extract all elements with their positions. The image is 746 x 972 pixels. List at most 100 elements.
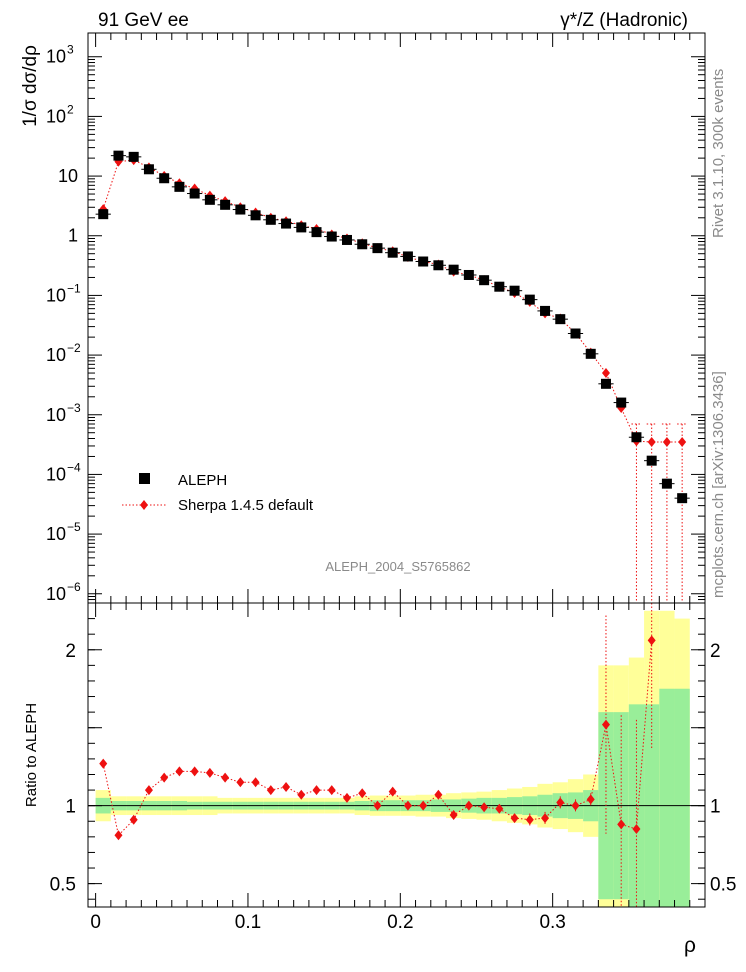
main-frame <box>87 32 706 604</box>
ratio-point <box>373 800 382 811</box>
data-point <box>616 397 627 408</box>
ratio-point <box>358 788 367 799</box>
ratio-point <box>160 772 169 783</box>
ratio-point <box>541 813 550 824</box>
data-point <box>494 281 505 292</box>
ratio-point <box>480 802 489 813</box>
ratio-y-tick-label: 1 <box>65 797 76 818</box>
ratio-point <box>312 785 321 796</box>
legend-mc-marker <box>140 500 148 510</box>
data-point <box>555 314 566 325</box>
legend-mc-label: Sherpa 1.4.5 default <box>178 497 314 514</box>
ratio-point <box>99 758 108 769</box>
ratio-point <box>388 786 397 797</box>
data-point <box>372 243 383 254</box>
main-y-tick-exponent: 3 <box>67 43 74 57</box>
channel-label: γ*/Z (Hadronic) <box>560 10 688 31</box>
ratio-point <box>632 824 641 835</box>
data-point <box>311 227 322 238</box>
data-point <box>677 493 688 504</box>
mc-point <box>601 368 610 379</box>
mc-point <box>662 436 671 447</box>
x-axis: 0 0.1 0.2 0.3 <box>90 33 691 933</box>
ratio-panel: 0.5 0.5 1 1 2 2 0 0.1 0.2 0.3 Ratio to ALEPH ρ <box>23 33 736 957</box>
ratio-point <box>495 803 504 814</box>
main-y-tick-label: 10 <box>46 524 66 544</box>
ratio-point <box>251 777 260 788</box>
data-point <box>98 209 109 220</box>
mc-point <box>678 436 687 447</box>
main-y-tick-label: 10 <box>46 405 66 425</box>
ratio-point <box>464 800 473 811</box>
data-point <box>204 194 215 205</box>
data-point <box>326 231 337 242</box>
legend: ALEPH Sherpa 1.4.5 default <box>122 472 314 514</box>
ratio-point <box>647 635 656 646</box>
data-point <box>250 210 261 221</box>
mcplots-label: mcplots.cern.ch [arXiv:1306.3436] <box>710 371 727 598</box>
ratio-point <box>297 789 306 800</box>
ratio-y-tick-label-right: 1 <box>710 797 721 818</box>
data-point <box>479 275 490 286</box>
data-point <box>265 214 276 225</box>
main-y-tick-label: 1 <box>68 226 78 246</box>
main-y-tick-label: 10 <box>46 285 66 305</box>
ratio-point <box>190 766 199 777</box>
x-tick-label: 0 <box>90 912 101 933</box>
ratio-point <box>617 819 626 830</box>
ratio-point <box>419 800 428 811</box>
data-point <box>600 378 611 389</box>
data-point <box>418 256 429 267</box>
ratio-series <box>99 603 656 907</box>
data-point <box>357 239 368 250</box>
main-y-tick-label: 10 <box>46 345 66 365</box>
main-y-tick-exponent: −1 <box>67 281 81 295</box>
band-inner-bin <box>674 688 690 907</box>
ratio-y-tick-label: 0.5 <box>50 875 76 896</box>
mc-point <box>647 436 656 447</box>
data-point <box>448 264 459 275</box>
ratio-y-label: Ratio to ALEPH <box>23 703 40 807</box>
header: 91 GeV ee γ*/Z (Hadronic) <box>98 10 688 31</box>
data-point <box>159 173 170 184</box>
ratio-point <box>556 797 565 808</box>
main-y-tick-label: 10 <box>46 47 66 67</box>
ratio-point <box>282 781 291 792</box>
main-y-tick-label: 10 <box>58 166 78 186</box>
ratio-point <box>342 792 351 803</box>
ratio-point <box>114 830 123 841</box>
ratio-point <box>236 777 245 788</box>
main-y-tick-exponent: −2 <box>67 341 81 355</box>
main-y-tick-exponent: −6 <box>67 580 81 594</box>
main-y-tick-label: 10 <box>46 464 66 484</box>
data-point <box>281 218 292 229</box>
data-point <box>387 247 398 258</box>
data-point <box>220 199 231 210</box>
x-tick-label: 0.2 <box>387 912 413 933</box>
ratio-point <box>601 719 610 730</box>
data-point <box>402 251 413 262</box>
data-point <box>463 269 474 280</box>
data-point <box>646 455 657 466</box>
band-inner-bin <box>659 688 675 907</box>
data-point <box>174 181 185 192</box>
ratio-y-axis: 0.5 0.5 1 1 2 2 <box>50 618 736 900</box>
ratio-point <box>221 772 230 783</box>
analysis-label: ALEPH_2004_S5765862 <box>325 559 470 574</box>
data-point <box>296 222 307 233</box>
main-y-tick-label: 10 <box>46 584 66 604</box>
main-y-tick-label: 10 <box>46 106 66 126</box>
x-tick-label: 0.3 <box>539 912 565 933</box>
data-point <box>235 204 246 215</box>
x-tick-label: 0.1 <box>235 912 261 933</box>
ratio-point <box>266 785 275 796</box>
ratio-y-tick-label-right: 0.5 <box>710 875 736 896</box>
main-y-label: 1/σ dσ/dρ <box>20 45 41 127</box>
main-y-tick-exponent: −5 <box>67 520 81 534</box>
data-point <box>585 348 596 359</box>
data-point <box>189 188 200 199</box>
legend-data-label: ALEPH <box>178 472 227 489</box>
ratio-point <box>205 767 214 778</box>
